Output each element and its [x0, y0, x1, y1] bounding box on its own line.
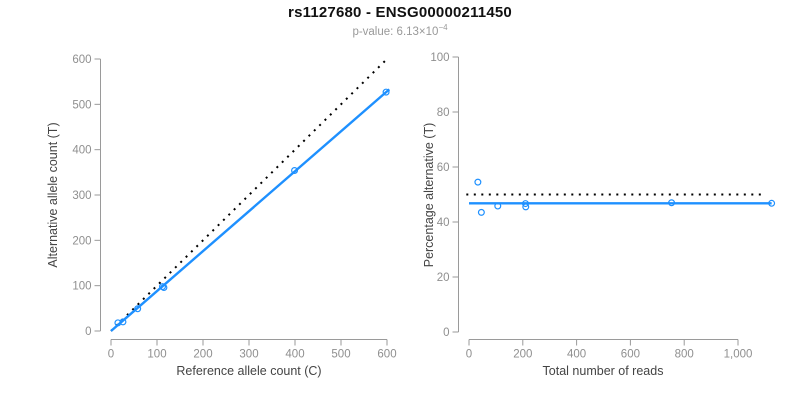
data-point: [291, 167, 299, 175]
y-tick-label: 600: [72, 54, 91, 66]
x-tick-label: 200: [193, 349, 212, 361]
figure-subtitle: p-value: 6.13×10−4: [0, 23, 800, 38]
left-panel: 0 100 200 300 400 500 600 0 100 200 300 400 500 600 Re…: [46, 54, 397, 378]
x-tick-label: 400: [567, 349, 586, 361]
x-tick-label: 800: [675, 349, 694, 361]
right-panel: 0 20 40 60 80 100 0 200 400 600 800 1,000 Total numb…: [422, 52, 776, 378]
x-tick-label: 400: [285, 349, 304, 361]
y-tick-label: 0: [443, 327, 449, 339]
data-point: [668, 199, 676, 207]
x-axis: 0 100 200 300 400 500 600: [108, 339, 397, 361]
x-tick-label: 0: [466, 349, 472, 361]
y-axis: 0 20 40 60 80 100: [430, 52, 459, 339]
x-axis: 0 200 400 600 800 1,000: [466, 339, 753, 361]
data-point: [522, 203, 530, 211]
y-tick-label: 100: [430, 52, 449, 64]
y-tick-label: 20: [437, 272, 450, 284]
x-axis-title: Total number of reads: [543, 364, 664, 378]
y-tick-label: 400: [72, 145, 91, 157]
data-points: [114, 88, 390, 327]
y-tick-label: 100: [72, 281, 91, 293]
data-point: [768, 199, 776, 207]
data-point: [477, 208, 485, 216]
y-tick-label: 0: [85, 326, 91, 338]
y-axis-title: Alternative allele count (T): [46, 122, 60, 267]
y-tick-label: 80: [437, 107, 450, 119]
figure-title: rs1127680 - ENSG00000211450: [288, 4, 512, 21]
data-point: [119, 318, 127, 326]
x-axis-title: Reference allele count (C): [176, 364, 321, 378]
data-point: [474, 178, 482, 186]
data-point: [382, 88, 390, 96]
y-tick-label: 500: [72, 99, 91, 111]
identity-line: [110, 58, 388, 332]
data-point: [521, 200, 529, 208]
x-tick-label: 500: [331, 349, 350, 361]
pvalue-text: p-value: 6.13×10: [352, 25, 439, 38]
data-point: [114, 319, 122, 327]
y-axis-title: Percentage alternative (T): [422, 123, 436, 268]
x-tick-label: 300: [239, 349, 258, 361]
x-tick-label: 600: [621, 349, 640, 361]
y-tick-label: 300: [72, 190, 91, 202]
x-tick-label: 0: [108, 349, 114, 361]
y-axis: 0 100 200 300 400 500 600: [72, 54, 101, 338]
fit-line: [110, 88, 391, 332]
pvalue-exponent: −4: [438, 23, 448, 32]
x-tick-label: 600: [377, 349, 396, 361]
data-points: [474, 178, 776, 216]
data-point: [494, 202, 502, 210]
y-tick-label: 40: [437, 217, 450, 229]
y-tick-label: 200: [72, 235, 91, 247]
data-point: [134, 305, 142, 313]
data-point: [160, 283, 168, 291]
x-tick-label: 200: [513, 349, 532, 361]
x-tick-label: 1,000: [724, 349, 753, 361]
x-tick-label: 100: [147, 349, 166, 361]
y-tick-label: 60: [437, 162, 450, 174]
